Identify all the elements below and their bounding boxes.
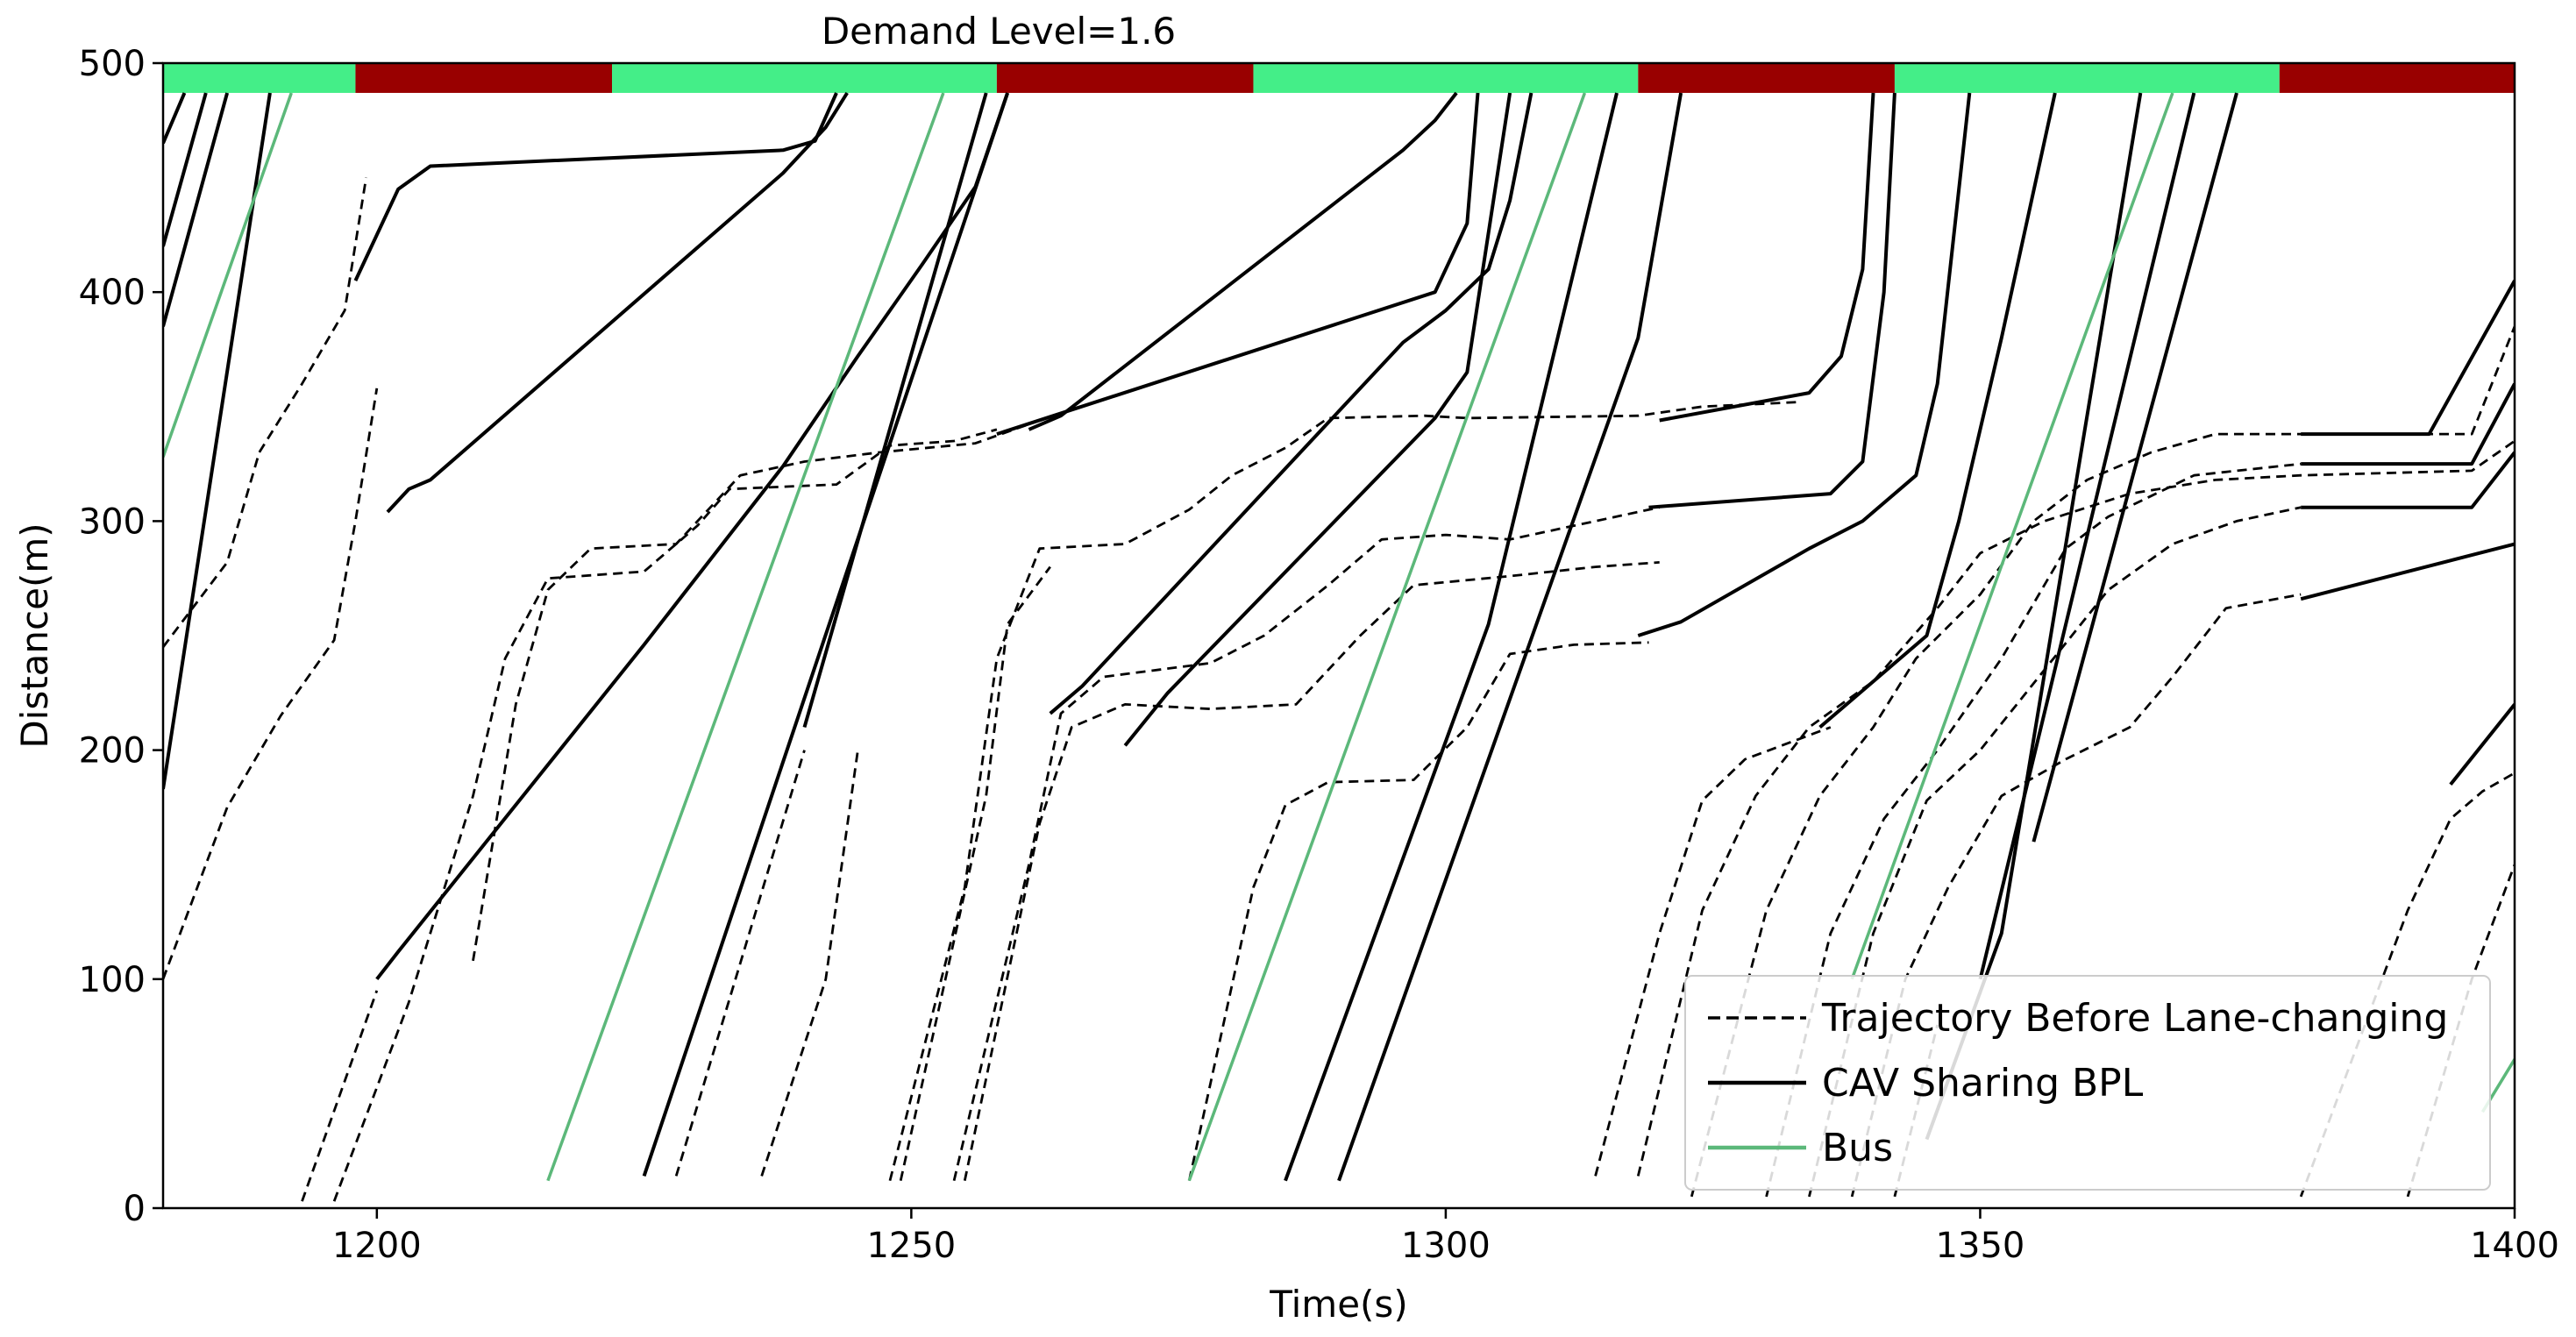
series-trajectory-before-lane-changing: [163, 388, 379, 980]
series-trajectory-before-lane-changing: [1690, 325, 2515, 1198]
legend-label-solid: CAV Sharing BPL: [1822, 1061, 2144, 1106]
series-trajectory-before-lane-changing: [888, 401, 1799, 1182]
x-axis: 1200 1250 1300 1350 1400: [332, 1208, 2559, 1266]
series-cav-sharing-bpl: [996, 92, 1480, 437]
series-trajectory-before-lane-changing: [760, 750, 859, 1177]
signal-phase-green: [163, 63, 356, 93]
series-cav-sharing-bpl: [353, 92, 838, 281]
series-trajectory-before-lane-changing: [301, 990, 379, 1202]
y-axis-title: Distance(m): [13, 523, 56, 748]
series-trajectory-before-lane-changing: [472, 419, 1041, 962]
series-bus-trajectory: [1187, 92, 1587, 1182]
legend: Trajectory Before Lane-changing CAV Shar…: [1684, 975, 2491, 1191]
series-bus-trajectory: [163, 92, 293, 458]
y-axis: 0 100 200 300 400 500: [79, 44, 163, 1229]
y-tick-label: 100: [79, 960, 146, 1000]
x-tick-label: 1350: [1936, 1226, 2025, 1266]
series-cav-sharing-bpl: [163, 92, 272, 790]
legend-label-dashed: Trajectory Before Lane-changing: [1821, 996, 2448, 1041]
series-cav-sharing-bpl: [1648, 92, 1896, 509]
series-cav-sharing-bpl: [375, 92, 1009, 981]
series-cav-sharing-bpl: [2032, 92, 2238, 843]
series-trajectory-before-lane-changing: [163, 177, 367, 648]
y-tick-label: 200: [79, 731, 146, 772]
signal-phase-green: [1253, 63, 1639, 93]
series-trajectory-before-lane-changing: [1850, 593, 2302, 1198]
series-trajectory-before-lane-changing: [963, 561, 1660, 1181]
series-trajectory-before-lane-changing: [2299, 772, 2515, 1198]
x-tick-label: 1250: [866, 1226, 956, 1266]
signal-phase-green: [612, 63, 997, 93]
series-cav-sharing-bpl: [386, 91, 849, 514]
signal-phase-green: [1894, 63, 2280, 93]
series-trajectory-before-lane-changing: [952, 506, 1660, 1182]
series-trajectory-before-lane-changing: [899, 565, 1051, 1182]
series-trajectory-before-lane-changing: [1187, 641, 1649, 1181]
series-trajectory-before-lane-changing: [1765, 462, 2302, 1198]
series-trajectory-before-lane-changing: [674, 750, 806, 1177]
series-cav-sharing-bpl: [1049, 92, 1534, 715]
legend-label-bus: Bus: [1822, 1126, 1893, 1170]
series-cav-sharing-bpl: [163, 92, 208, 247]
plot-frame: [161, 61, 2516, 1210]
series-cav-sharing-bpl: [163, 92, 230, 327]
x-tick-label: 1300: [1401, 1226, 1491, 1266]
series-cav-sharing-bpl: [1818, 92, 2057, 729]
series-cav-sharing-bpl: [1284, 92, 1619, 1182]
series-cav-sharing-bpl: [2301, 451, 2515, 509]
series-cav-sharing-bpl: [642, 92, 1009, 1177]
series-cav-sharing-bpl: [1337, 92, 1683, 1182]
series-cav-sharing-bpl: [163, 92, 187, 145]
series-bus-trajectory: [546, 92, 945, 1182]
y-tick-label: 300: [79, 501, 146, 542]
y-tick-label: 500: [79, 44, 146, 84]
y-tick-label: 0: [124, 1189, 146, 1229]
series-cav-sharing-bpl: [2449, 703, 2515, 786]
signal-phase-bar: [163, 63, 2515, 93]
series-trajectory-before-lane-changing: [1594, 726, 1832, 1177]
signal-phase-red: [355, 63, 613, 93]
series-cav-sharing-bpl: [1123, 92, 1512, 747]
series-cav-sharing-bpl: [1978, 92, 2196, 980]
series-cav-sharing-bpl: [1637, 92, 1972, 637]
signal-phase-red: [1638, 63, 1895, 93]
series-trajectory-before-lane-changing: [1636, 439, 2515, 1177]
chart-title: Demand Level=1.6: [822, 10, 1176, 53]
series-bus-trajectory: [1850, 92, 2174, 980]
legend-box: [1684, 975, 2491, 1191]
series-cav-sharing-bpl: [2300, 542, 2515, 601]
series-cav-sharing-bpl: [1659, 92, 1875, 423]
series-cav-sharing-bpl: [1028, 91, 1458, 431]
series-cav-sharing-bpl: [2301, 382, 2515, 466]
x-tick-label: 1400: [2470, 1226, 2559, 1266]
series-cav-sharing-bpl: [802, 92, 988, 729]
y-tick-label: 400: [79, 273, 146, 313]
series-trajectory-before-lane-changing: [332, 428, 998, 1202]
x-tick-label: 1200: [332, 1226, 422, 1266]
signal-phase-red: [2279, 63, 2515, 93]
signal-phase-red: [996, 63, 1254, 93]
series-cav-sharing-bpl: [2301, 280, 2515, 437]
x-axis-title: Time(s): [1269, 1283, 1407, 1326]
